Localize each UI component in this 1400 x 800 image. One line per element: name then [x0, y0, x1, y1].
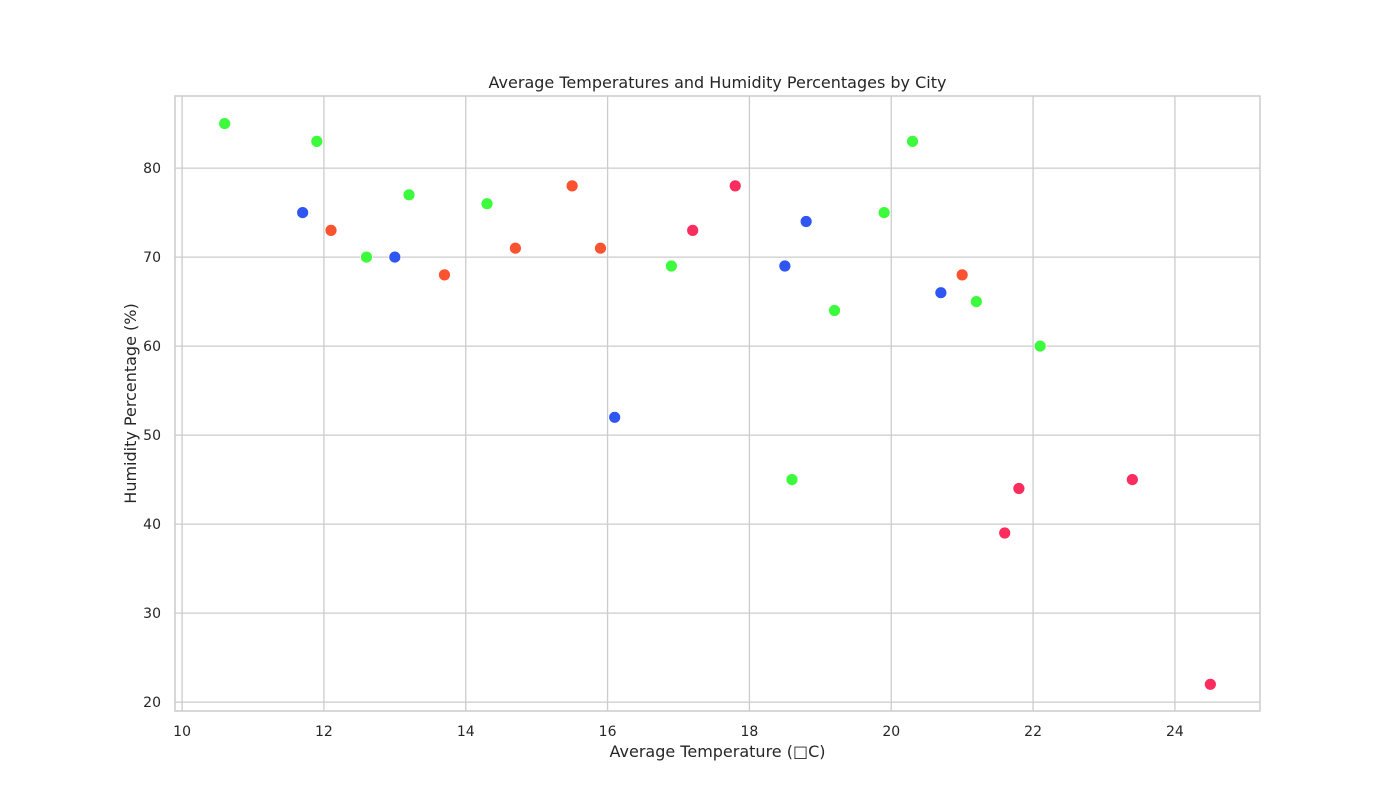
data-point — [310, 134, 324, 148]
x-tick-label: 14 — [457, 724, 475, 740]
data-point — [785, 473, 799, 486]
data-point — [594, 241, 607, 255]
x-tick-label: 10 — [173, 724, 191, 740]
x-tick-label: 20 — [882, 724, 900, 740]
x-tick-label: 18 — [740, 724, 758, 740]
y-tick-label: 30 — [143, 606, 161, 622]
data-point — [1125, 473, 1139, 486]
y-axis-label: Humidity Percentage (%) — [121, 303, 140, 503]
data-point — [402, 188, 416, 202]
data-point — [438, 268, 451, 282]
data-point — [799, 215, 813, 228]
data-point — [665, 259, 678, 273]
x-tick-label: 22 — [1024, 724, 1042, 740]
y-tick-label: 40 — [143, 517, 161, 533]
y-tick-labels: 20 30 40 50 60 70 80 — [143, 161, 161, 711]
y-tick-label: 80 — [143, 161, 161, 177]
data-point — [388, 250, 402, 264]
data-point — [934, 286, 948, 300]
data-point — [360, 250, 373, 264]
data-point — [778, 259, 792, 273]
data-point — [998, 526, 1012, 540]
grid — [175, 96, 1260, 711]
x-tick-label: 24 — [1166, 724, 1184, 740]
data-point — [686, 223, 700, 237]
plot-area — [175, 96, 1260, 711]
data-point — [955, 268, 969, 282]
points — [218, 117, 1217, 691]
chart-title: Average Temperatures and Humidity Percen… — [489, 73, 947, 92]
data-point — [508, 241, 522, 255]
data-point — [877, 206, 891, 219]
data-point — [480, 197, 494, 211]
y-tick-label: 20 — [143, 695, 161, 711]
y-tick-label: 60 — [143, 339, 161, 355]
data-point — [1033, 339, 1047, 353]
data-point — [828, 304, 841, 317]
data-point — [565, 179, 579, 193]
data-point — [728, 179, 742, 193]
data-point — [906, 134, 919, 148]
x-tick-label: 16 — [599, 724, 617, 740]
x-tick-label: 12 — [315, 724, 333, 740]
data-point — [608, 410, 622, 424]
x-tick-labels: 10 12 14 16 18 20 22 24 — [173, 724, 1184, 740]
data-point — [218, 117, 232, 130]
data-point — [324, 223, 338, 237]
data-point — [969, 295, 983, 308]
plot-frame — [174, 95, 1261, 712]
data-point — [1012, 482, 1026, 495]
x-axis-label: Average Temperature (□C) — [610, 742, 826, 761]
y-tick-label: 70 — [143, 250, 161, 266]
y-tick-label: 50 — [143, 428, 161, 444]
data-point — [296, 206, 310, 219]
data-point — [1203, 677, 1217, 691]
